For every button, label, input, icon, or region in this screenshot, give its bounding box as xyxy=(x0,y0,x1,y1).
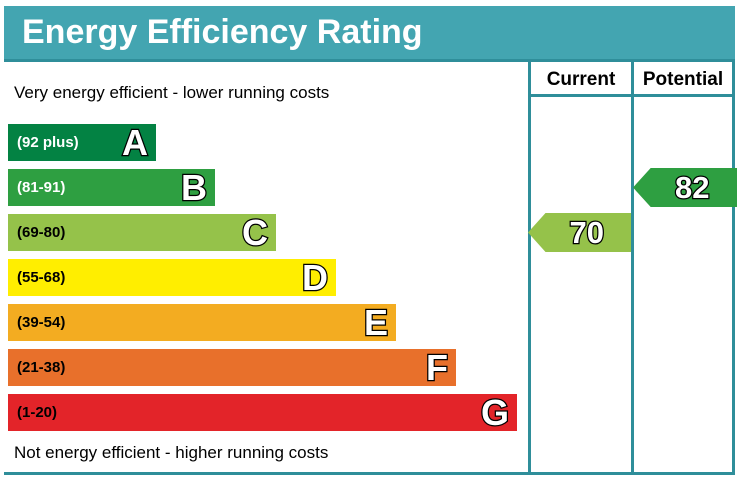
band-range-label: (69-80) xyxy=(17,224,66,241)
potential-column-left-border xyxy=(631,59,634,475)
band-range-label: (55-68) xyxy=(17,269,66,286)
band-range-label: (39-54) xyxy=(17,314,66,331)
band-letter: G xyxy=(480,392,511,433)
band-range-label: (1-20) xyxy=(17,404,58,421)
band-row-a: (92 plus) A xyxy=(8,122,156,163)
table-right-border xyxy=(732,59,735,475)
header-separator-line xyxy=(528,94,735,97)
top-caption: Very energy efficient - lower running co… xyxy=(14,83,330,102)
potential-rating-value: 82 xyxy=(674,169,711,207)
bottom-caption: Not energy efficient - higher running co… xyxy=(14,443,329,462)
band-range-label: (92 plus) xyxy=(17,134,79,151)
current-column-left-border xyxy=(528,59,531,475)
page-title: Energy Efficiency Rating xyxy=(22,13,423,51)
band-row-g: (1-20) G xyxy=(8,392,517,433)
current-rating-arrow: 70 xyxy=(528,213,631,252)
table-bottom-border xyxy=(4,472,735,475)
band-row-e: (39-54) E xyxy=(8,302,396,343)
band-letter: A xyxy=(121,122,150,163)
title-band: Energy Efficiency Rating xyxy=(4,6,735,62)
band-letter: E xyxy=(363,302,390,343)
potential-rating-arrow: 82 xyxy=(633,168,737,207)
band-letter: C xyxy=(241,212,270,253)
band-range-label: (81-91) xyxy=(17,179,66,196)
current-column-header: Current xyxy=(546,69,616,90)
band-letter: F xyxy=(425,347,450,388)
current-rating-value: 70 xyxy=(568,214,605,252)
potential-column-header: Potential xyxy=(642,69,724,90)
band-row-f: (21-38) F xyxy=(8,347,456,388)
band-letter: D xyxy=(301,257,330,298)
band-range-label: (21-38) xyxy=(17,359,66,376)
band-letter: B xyxy=(180,167,209,208)
band-row-c: (69-80) C xyxy=(8,212,276,253)
band-row-b: (81-91) B xyxy=(8,167,215,208)
band-row-d: (55-68) D xyxy=(8,257,336,298)
